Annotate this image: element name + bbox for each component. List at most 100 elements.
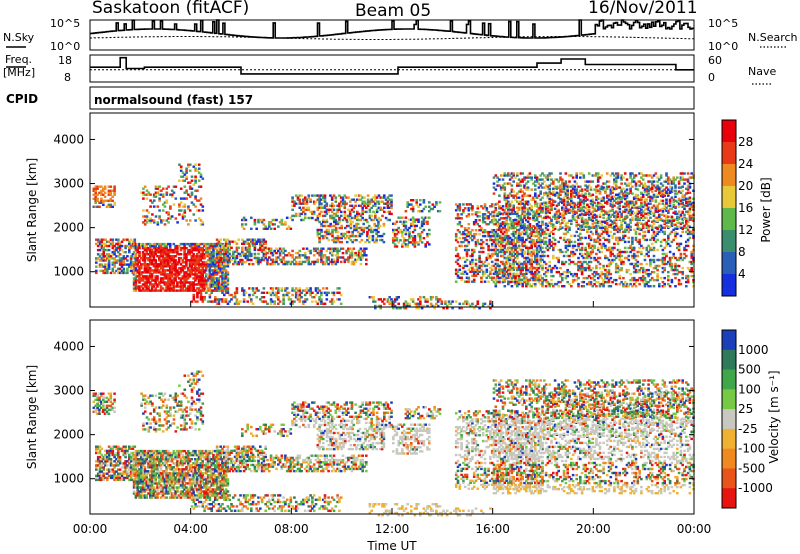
range-cell (188, 169, 192, 172)
range-cell (199, 283, 203, 286)
range-cell (534, 184, 537, 187)
range-cell (512, 180, 515, 183)
range-cell (374, 196, 377, 199)
range-cell (143, 283, 147, 286)
range-cell (541, 196, 544, 199)
range-cell (253, 242, 257, 245)
range-cell (611, 234, 614, 238)
range-cell (161, 187, 165, 190)
range-cell (246, 238, 249, 241)
range-cell (535, 202, 539, 205)
range-cell (517, 268, 521, 271)
range-cell (490, 234, 494, 238)
range-cell (316, 302, 320, 305)
range-cell (541, 230, 544, 234)
range-cell (183, 209, 187, 212)
range-cell (134, 259, 138, 262)
range-cell (499, 276, 503, 279)
range-cell (221, 289, 224, 292)
range-cell (471, 209, 474, 212)
range-cell (190, 300, 194, 303)
range-cell (575, 182, 578, 185)
range-cell (224, 275, 228, 278)
range-cell (318, 204, 321, 207)
range-cell (365, 218, 368, 222)
range-cell (559, 200, 562, 203)
range-cell (205, 248, 208, 252)
range-cell (582, 276, 586, 280)
range-cell (190, 269, 194, 272)
range-cell (183, 255, 186, 258)
range-cell (117, 244, 120, 248)
range-cell (616, 248, 620, 252)
range-cell (117, 242, 120, 246)
range-cell (154, 275, 157, 278)
range-cell (503, 280, 507, 283)
range-cell (106, 271, 109, 275)
range-cell (117, 259, 120, 262)
range-cell (296, 196, 300, 199)
range-cell (552, 190, 555, 193)
range-cell (375, 200, 379, 203)
range-cell (525, 200, 528, 203)
range-cell (501, 238, 505, 242)
range-cell (456, 223, 460, 226)
range-cell (618, 276, 622, 280)
range-cell (586, 242, 589, 246)
range-cell (215, 255, 219, 258)
range-cell (517, 260, 521, 264)
range-cell (507, 174, 510, 177)
range-cell (190, 257, 194, 260)
range-cell (132, 285, 136, 288)
range-cell (456, 254, 460, 258)
range-cell (215, 261, 219, 264)
range-cell (483, 280, 487, 283)
range-cell (107, 244, 111, 248)
range-cell (228, 244, 231, 247)
range-cell (352, 216, 356, 220)
range-cell (620, 266, 623, 270)
range-cell (192, 213, 196, 216)
range-cell (616, 176, 620, 179)
range-cell (512, 190, 515, 193)
range-cell (134, 279, 138, 282)
range-cell (494, 262, 498, 266)
range-cell (561, 180, 564, 183)
range-cell (383, 206, 386, 209)
range-cell (458, 217, 462, 220)
range-cell (591, 250, 595, 254)
range-cell (607, 248, 611, 252)
range-cell (311, 216, 314, 220)
range-cell (294, 262, 298, 266)
range-cell (312, 260, 316, 264)
range-cell (215, 279, 219, 282)
range-cell (96, 199, 99, 202)
range-cell (420, 241, 424, 244)
range-cell (454, 209, 458, 212)
range-cell (537, 178, 541, 181)
range-cell (629, 278, 632, 282)
range-cell (192, 165, 196, 168)
range-cell (330, 247, 334, 250)
range-cell (535, 278, 539, 282)
range-cell (183, 271, 186, 274)
range-cell (526, 176, 530, 179)
range-cell (579, 172, 582, 175)
range-cell (150, 283, 154, 286)
range-cell (499, 270, 503, 273)
range-cell (188, 281, 192, 284)
range-cell (320, 234, 323, 238)
range-cell (544, 176, 548, 179)
range-cell (620, 238, 623, 242)
range-cell (607, 240, 611, 244)
range-cell (106, 257, 109, 260)
range-cell (196, 300, 199, 303)
range-cell (548, 172, 551, 175)
range-cell (325, 208, 329, 211)
range-cell (118, 271, 122, 275)
range-cell (163, 244, 167, 248)
range-cell (188, 259, 192, 262)
range-cell (174, 197, 178, 200)
range-cell (291, 196, 294, 199)
range-cell (496, 264, 499, 268)
